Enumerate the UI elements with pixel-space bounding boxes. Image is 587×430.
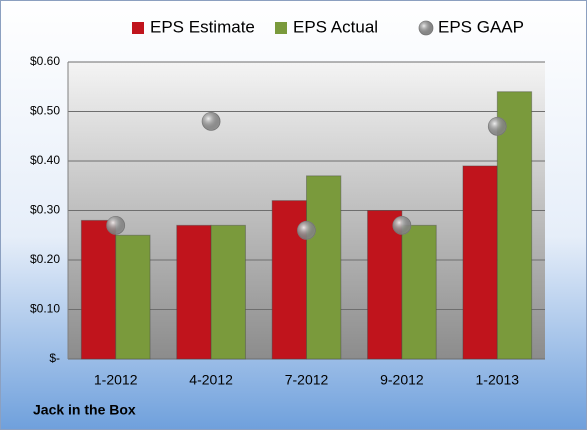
bar [306,175,342,360]
y-tick-label: $- [49,351,60,365]
x-tick-label: 9-2012 [380,372,424,388]
legend-label: EPS GAAP [438,17,524,36]
gaap-shine [297,221,316,240]
x-tick-label: 4-2012 [189,372,233,388]
bar [115,234,151,360]
bar [496,91,533,360]
bar [80,219,117,360]
y-tick-label: $0.60 [30,54,60,68]
gaap-shine [106,216,125,235]
gaap-shine [392,216,411,235]
chart-title: Jack in the Box [33,402,136,418]
legend-shine [419,21,433,35]
bar [176,224,212,360]
y-tick-label: $0.10 [30,302,60,316]
x-tick-label: 1-2013 [476,372,520,388]
legend-label: EPS Actual [293,17,378,36]
legend-label: EPS Estimate [150,17,255,36]
bar [462,165,498,360]
gaap-shine [488,117,507,136]
gaap-shine [202,112,221,131]
bar [210,224,246,360]
y-tick-label: $0.20 [30,252,60,266]
y-tick-label: $0.40 [30,153,60,167]
bar [401,224,437,360]
x-tick-label: 1-2012 [94,372,138,388]
legend-marker [132,22,144,34]
y-tick-label: $0.50 [30,104,60,118]
x-tick-label: 7-2012 [285,372,329,388]
y-tick-label: $0.30 [30,203,60,217]
legend-marker [275,22,287,34]
